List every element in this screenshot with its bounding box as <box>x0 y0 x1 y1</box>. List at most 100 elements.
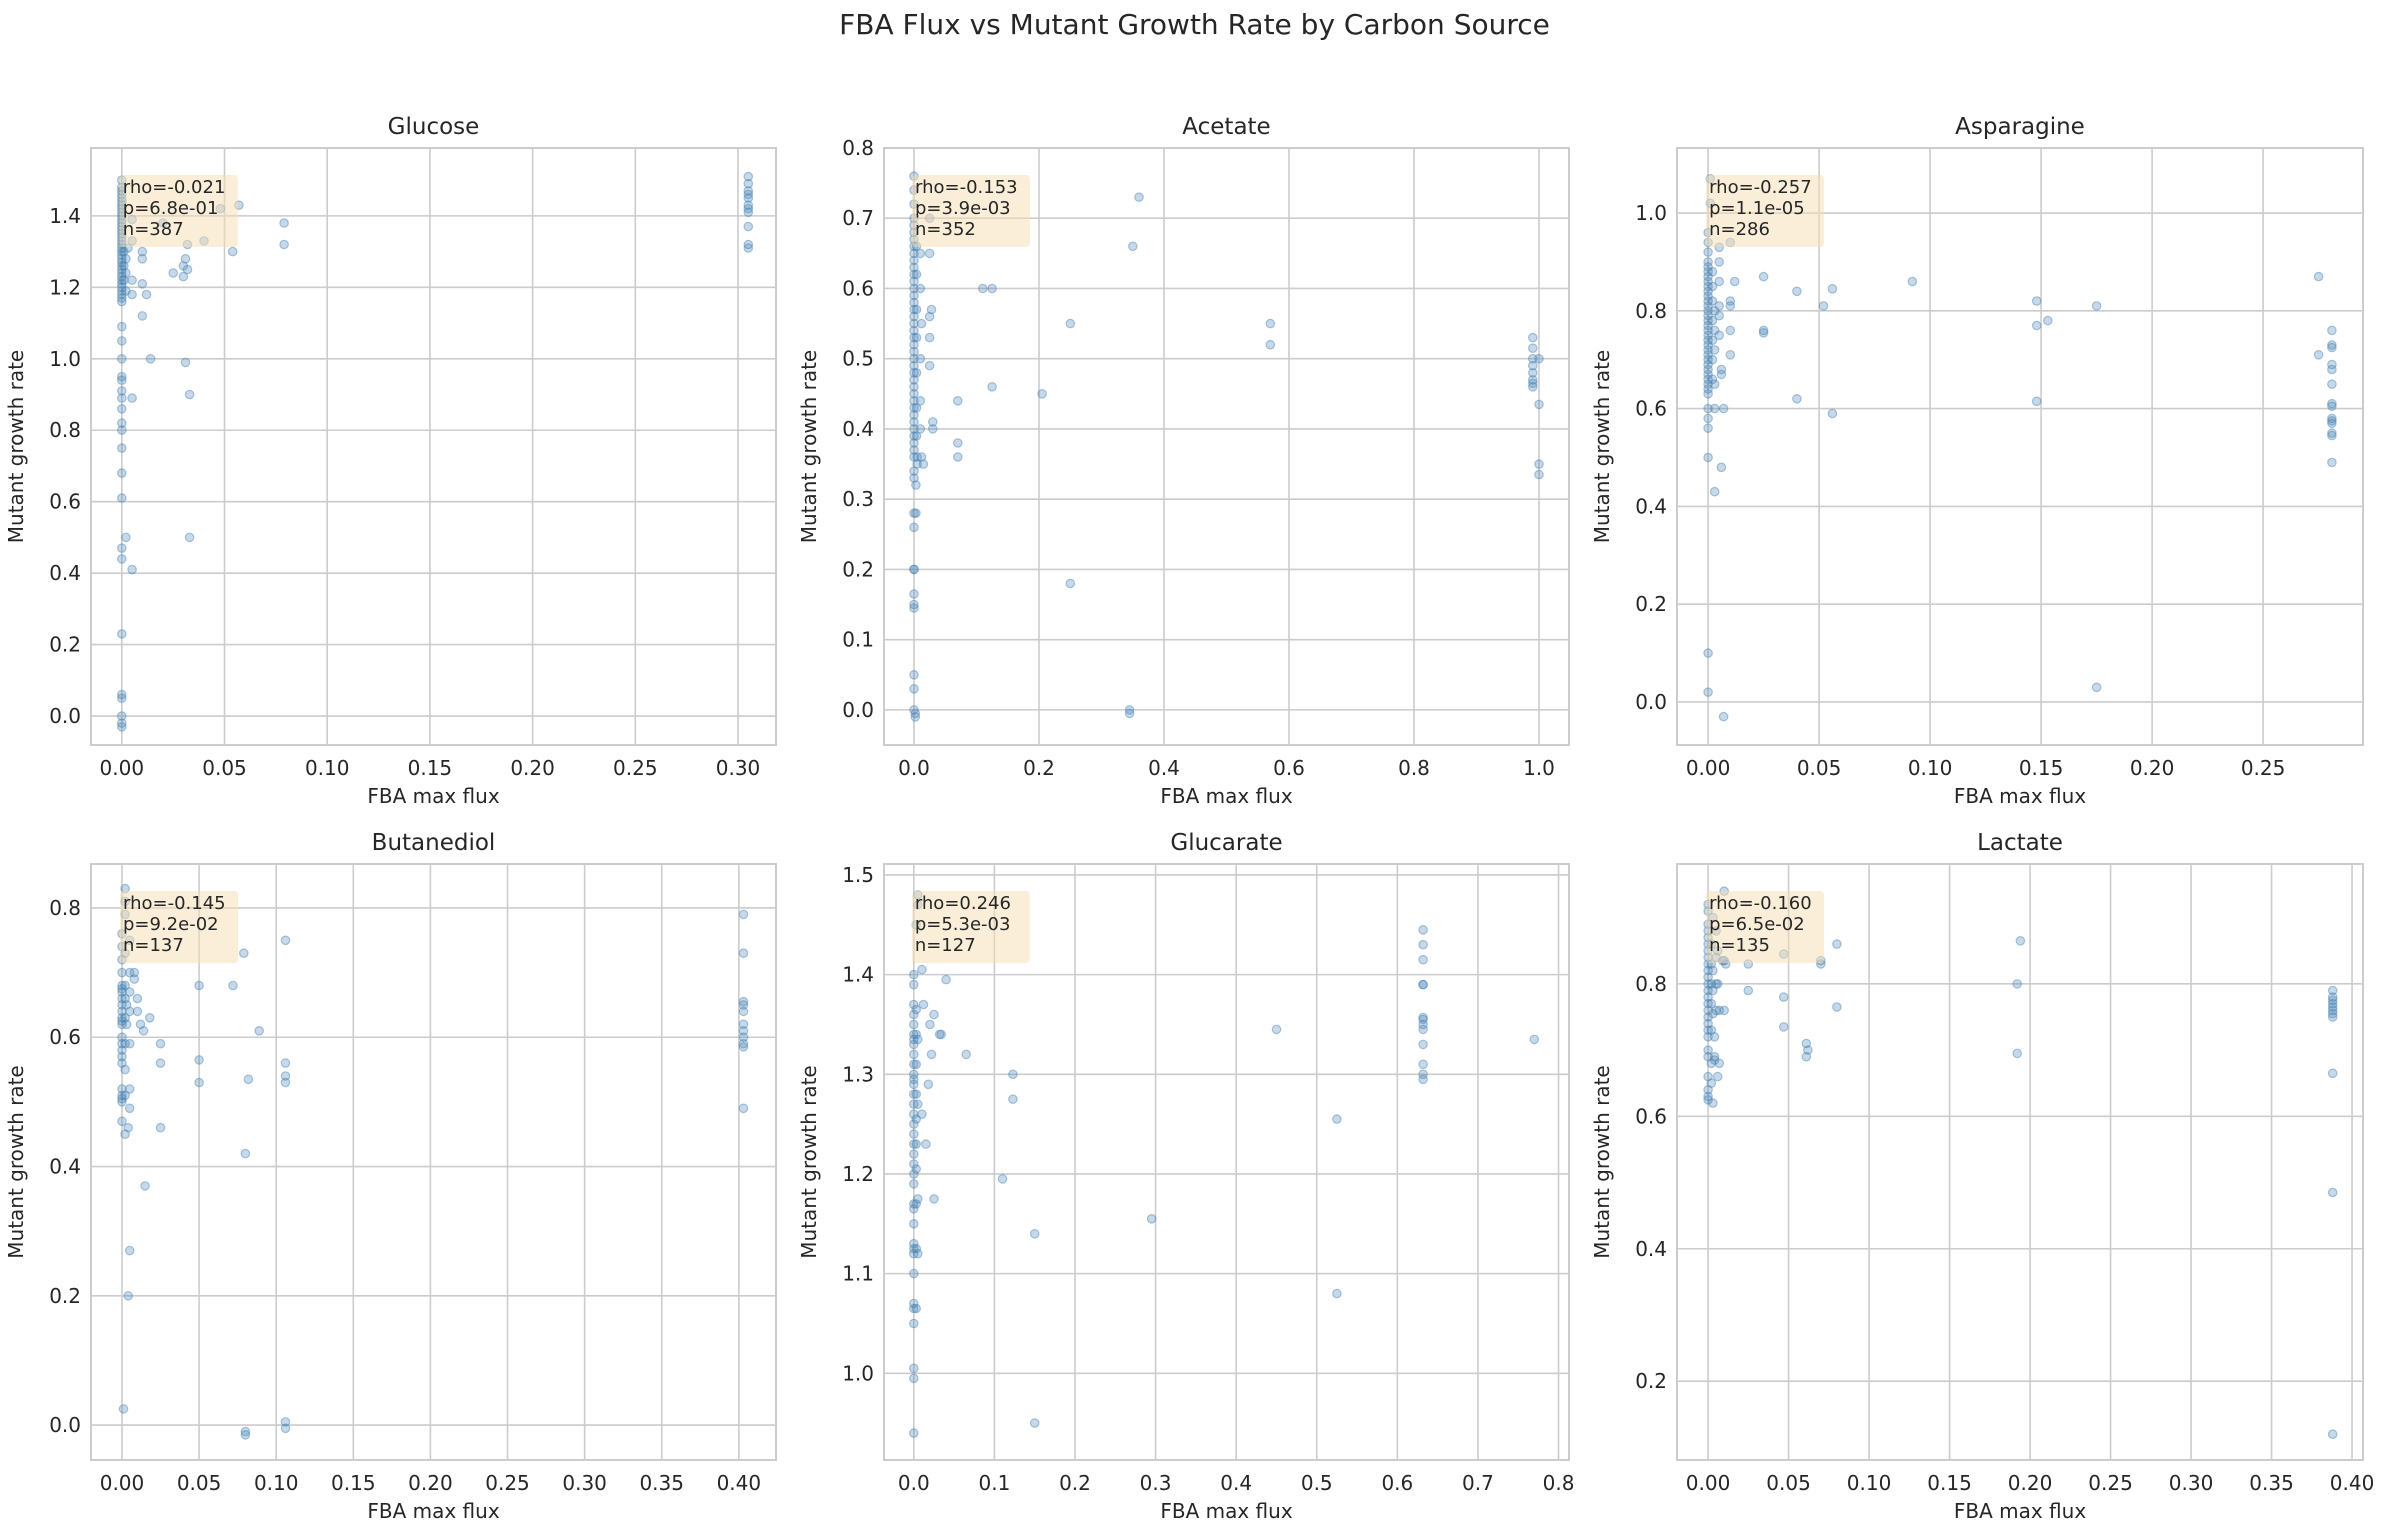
data-point <box>910 712 921 722</box>
data-point <box>908 1428 919 1438</box>
scatter-points <box>1703 886 2338 1439</box>
data-point <box>1803 1045 1813 1055</box>
y-tick-label: 1.5 <box>842 863 874 887</box>
data-point <box>1709 1055 1720 1065</box>
data-point <box>1703 320 1713 331</box>
data-point <box>117 261 127 271</box>
data-point <box>117 468 127 478</box>
y-tick-label: 0.4 <box>49 561 81 585</box>
data-point <box>2327 430 2337 441</box>
data-point <box>124 987 135 997</box>
x-tick-label: 0.20 <box>2130 756 2175 780</box>
data-point <box>2012 1048 2022 1059</box>
data-point <box>132 1006 143 1017</box>
data-point <box>952 452 963 462</box>
subplot-title: Glucose <box>388 114 480 140</box>
x-tick-label: 0.15 <box>408 756 453 780</box>
data-point <box>1029 1229 1040 1239</box>
data-point <box>743 207 754 218</box>
data-point <box>909 599 919 610</box>
data-point <box>1703 1025 1713 1035</box>
data-point <box>117 286 127 296</box>
data-point <box>117 289 127 300</box>
data-point <box>909 346 919 357</box>
data-point <box>909 325 919 336</box>
subplot-lactate: 0.00 0.05 0.10 0.15 0.20 0.25 0.30 0.35 0.40 0.2 0… <box>1590 830 2374 1523</box>
x-tick-label: 0.10 <box>254 1471 299 1495</box>
data-point <box>911 332 922 343</box>
subplot-asparagine: 0.00 0.05 0.10 0.15 0.20 0.25 0.0 0.2 0.4 0.6 0.8 1… <box>1590 114 2364 808</box>
data-point <box>1708 1008 1718 1019</box>
data-point <box>1703 452 1713 463</box>
x-tick-label: 0.20 <box>408 1471 453 1495</box>
data-point <box>1712 979 1723 989</box>
data-point <box>1707 335 1718 345</box>
data-point <box>908 1089 919 1099</box>
data-point <box>155 1058 166 1068</box>
x-tick-label: 0.15 <box>331 1471 376 1495</box>
y-tick-label: 0.2 <box>49 633 81 657</box>
data-point <box>117 1093 127 1104</box>
data-point <box>1703 998 1713 1009</box>
data-point <box>908 1363 919 1374</box>
data-point <box>916 452 927 462</box>
data-point <box>280 935 291 946</box>
y-tick-label: 0.4 <box>842 417 874 441</box>
data-point <box>911 1089 921 1099</box>
data-point <box>1708 965 1718 976</box>
data-point <box>117 371 127 382</box>
data-point <box>2015 935 2026 946</box>
data-point <box>1703 315 1713 326</box>
x-tick-label: 0.35 <box>639 1471 684 1495</box>
data-point <box>120 1038 130 1049</box>
data-point <box>1703 359 1713 370</box>
stats-rho-text: rho=-0.257 <box>1709 177 1812 198</box>
data-point <box>908 1199 919 1209</box>
data-point <box>909 311 919 322</box>
y-tick-label: 0.0 <box>1635 690 1667 714</box>
scatter-points <box>909 171 1544 722</box>
data-point <box>987 381 997 392</box>
data-point <box>1709 486 1720 497</box>
data-point <box>1709 1051 1720 1062</box>
data-point <box>743 193 754 203</box>
data-point <box>182 264 193 275</box>
data-point <box>909 367 919 378</box>
data-point <box>911 1139 921 1149</box>
data-point <box>908 969 919 980</box>
data-point <box>1714 1058 1725 1069</box>
data-point <box>1528 343 1538 353</box>
data-point <box>908 999 919 1010</box>
data-point <box>909 466 919 476</box>
x-tick-label: 0.25 <box>485 1471 530 1495</box>
data-point <box>129 967 140 978</box>
data-point <box>2327 457 2337 468</box>
y-tick-label: 0.0 <box>842 698 874 722</box>
data-point <box>145 1012 155 1023</box>
data-point <box>2327 401 2337 411</box>
x-tick-label: 0.0 <box>898 1471 930 1495</box>
x-tick-label: 0.30 <box>2169 1471 2214 1495</box>
data-point <box>908 1049 919 1060</box>
data-point <box>909 353 919 364</box>
y-axis-label: Mutant growth rate <box>4 1065 28 1258</box>
data-point <box>124 1103 135 1114</box>
stats-n-text: n=127 <box>915 935 976 956</box>
data-point <box>1703 345 1713 355</box>
data-point <box>912 1194 923 1204</box>
data-point <box>1065 578 1076 589</box>
data-point <box>1703 1018 1713 1029</box>
scatter-points <box>1703 174 2337 722</box>
data-point <box>908 1303 919 1314</box>
data-point <box>738 1103 749 1114</box>
data-point <box>1703 1005 1713 1016</box>
data-point <box>2043 315 2053 326</box>
data-point <box>1801 1038 1812 1049</box>
data-point <box>117 386 127 396</box>
data-point <box>141 289 152 300</box>
x-tick-label: 0.5 <box>1301 1471 1333 1495</box>
data-point <box>911 1243 921 1254</box>
data-point <box>1709 305 1720 316</box>
data-point <box>1534 399 1544 410</box>
data-point <box>1792 286 1802 297</box>
